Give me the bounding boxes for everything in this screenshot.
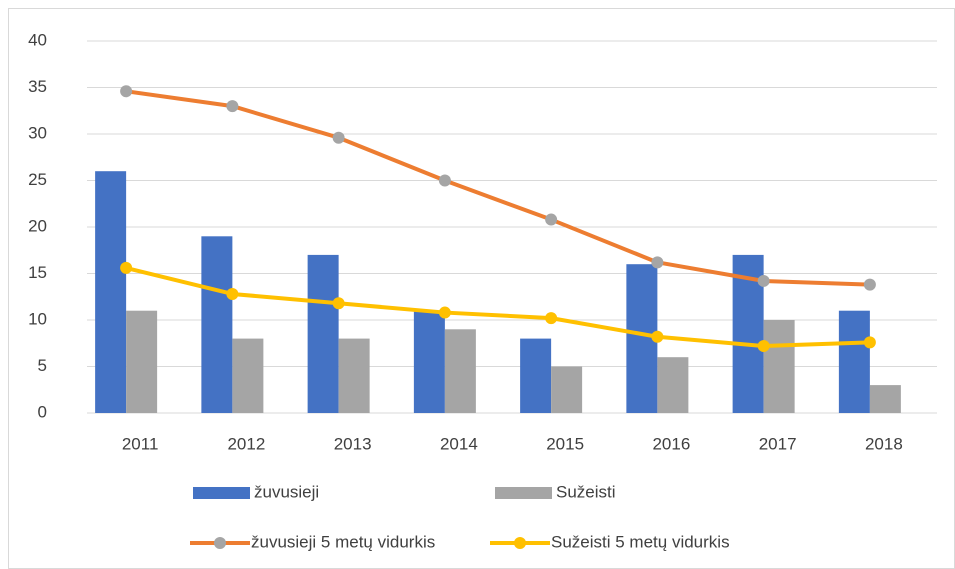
line-marker xyxy=(226,287,239,300)
line-marker xyxy=(545,213,558,226)
x-tick-label: 2015 xyxy=(546,434,584,453)
bar xyxy=(444,329,476,413)
line-marker xyxy=(438,306,451,319)
bar xyxy=(551,366,583,413)
x-tick-label: 2013 xyxy=(334,434,372,453)
bar xyxy=(338,338,370,413)
x-tick-label: 2011 xyxy=(122,434,159,453)
bar xyxy=(763,320,795,413)
line-marker xyxy=(332,131,345,144)
bar xyxy=(869,385,901,413)
legend-swatch xyxy=(193,487,250,499)
line-marker xyxy=(120,85,133,98)
line xyxy=(125,265,870,349)
bar xyxy=(201,236,233,413)
legend-marker xyxy=(514,537,526,549)
bar xyxy=(520,338,552,413)
y-tick-label: 30 xyxy=(28,123,47,142)
line-marker xyxy=(226,100,239,113)
x-tick-label: 2014 xyxy=(440,434,478,453)
y-tick-label: 5 xyxy=(38,356,47,375)
x-tick-label: 2016 xyxy=(652,434,690,453)
bar xyxy=(413,310,445,413)
x-tick-label: 2012 xyxy=(227,434,265,453)
y-tick-label: 35 xyxy=(28,77,47,96)
bar xyxy=(95,171,127,413)
legend-label: Sužeisti xyxy=(556,482,616,501)
y-tick-label: 10 xyxy=(28,309,47,328)
legend-marker xyxy=(214,537,226,549)
line-marker xyxy=(863,336,876,349)
y-tick-label: 15 xyxy=(28,263,47,282)
bar xyxy=(232,338,264,413)
bar xyxy=(307,254,339,413)
line-marker xyxy=(120,261,133,274)
bar xyxy=(838,310,870,413)
line-marker xyxy=(757,340,770,353)
y-tick-label: 25 xyxy=(28,170,47,189)
x-tick-label: 2017 xyxy=(759,434,797,453)
y-tick-label: 40 xyxy=(28,30,47,49)
legend-swatch xyxy=(495,487,552,499)
bar xyxy=(657,357,689,413)
bar xyxy=(126,310,158,413)
line-marker xyxy=(438,174,451,187)
y-tick-label: 20 xyxy=(28,216,47,235)
y-tick-label: 0 xyxy=(38,402,47,421)
line-marker xyxy=(545,312,558,325)
legend-label: žuvusieji 5 metų vidurkis xyxy=(251,532,435,551)
x-tick-label: 2018 xyxy=(865,434,903,453)
legend-label: žuvusieji xyxy=(254,482,319,501)
line-marker xyxy=(757,274,770,287)
line-marker xyxy=(651,330,664,343)
line-marker xyxy=(332,297,345,310)
line-marker xyxy=(651,256,664,269)
line-marker xyxy=(863,278,876,291)
chart-border xyxy=(8,8,955,569)
legend-label: Sužeisti 5 metų vidurkis xyxy=(551,532,730,551)
line xyxy=(125,89,870,287)
